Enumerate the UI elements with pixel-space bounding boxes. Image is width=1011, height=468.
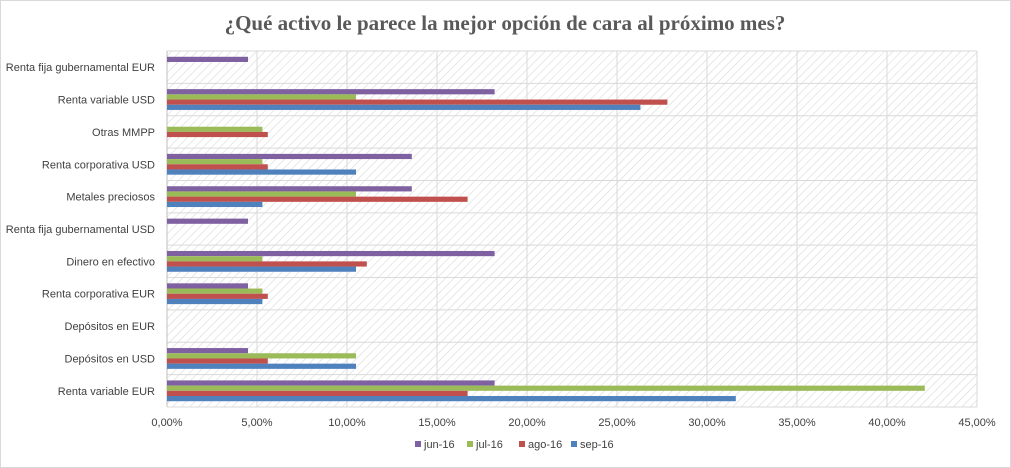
bar-sep-16 [167, 201, 263, 208]
bar-ago-16 [167, 358, 268, 364]
category-label: Metales preciosos [66, 192, 155, 204]
legend-label-ago-16: ago-16 [528, 439, 562, 451]
bar-sep-16 [167, 104, 641, 110]
category-label: Otras MMPP [92, 127, 155, 139]
bar-jun-16 [167, 56, 248, 62]
bar-sep-16 [167, 169, 356, 175]
category-label: Dinero en efectivo [66, 256, 155, 268]
x-tick-label: 0,00% [151, 417, 182, 429]
legend-swatch-jun-16 [415, 441, 421, 447]
category-label: Renta corporativa EUR [42, 289, 155, 301]
legend-label-jul-16: jul-16 [475, 439, 503, 451]
bar-sep-16 [167, 396, 736, 402]
x-tick-label: 25,00% [598, 417, 636, 429]
x-tick-label: 5,00% [241, 417, 272, 429]
x-tick-label: 10,00% [328, 417, 366, 429]
x-tick-label: 20,00% [508, 417, 546, 429]
bar-ago-16 [167, 164, 268, 170]
bar-jul-16 [167, 288, 263, 294]
category-label: Renta fija gubernamental EUR [6, 62, 155, 74]
bar-jul-16 [167, 94, 356, 100]
bar-sep-16 [167, 298, 263, 305]
x-tick-label: 35,00% [778, 417, 816, 429]
bar-jul-16 [167, 191, 356, 197]
bar-ago-16 [167, 261, 367, 267]
category-label: Renta corporativa USD [42, 159, 155, 171]
plot-area [167, 51, 977, 407]
chart-title: ¿Qué activo le parece la mejor opción de… [225, 11, 786, 35]
x-tick-label: 30,00% [688, 417, 726, 429]
bar-jun-16 [167, 348, 248, 354]
x-tick-label: 45,00% [958, 417, 996, 429]
bar-jun-16 [167, 218, 248, 224]
bar-jul-16 [167, 159, 263, 165]
legend-swatch-jul-16 [467, 441, 473, 447]
bar-jun-16 [167, 186, 412, 192]
bar-jul-16 [167, 353, 356, 359]
category-label: Depósitos en USD [65, 353, 156, 365]
bar-ago-16 [167, 196, 468, 202]
bar-jun-16 [167, 153, 412, 160]
bar-ago-16 [167, 390, 468, 397]
bar-jul-16 [167, 126, 263, 132]
category-label: Depósitos en EUR [65, 321, 156, 333]
bar-ago-16 [167, 99, 668, 105]
bar-jun-16 [167, 283, 248, 289]
legend-swatch-sep-16 [571, 441, 577, 447]
bar-jun-16 [167, 250, 495, 257]
bar-ago-16 [167, 293, 268, 299]
legend-label-sep-16: sep-16 [580, 439, 614, 451]
bar-ago-16 [167, 131, 268, 138]
bar-sep-16 [167, 266, 356, 272]
bar-jul-16 [167, 256, 263, 262]
x-tick-label: 40,00% [868, 417, 906, 429]
category-label: Renta variable USD [58, 95, 155, 107]
bar-jul-16 [167, 385, 925, 391]
category-label: Renta fija gubernamental USD [6, 224, 155, 236]
bar-jun-16 [167, 89, 495, 95]
bar-jun-16 [167, 380, 495, 386]
category-label: Renta variable EUR [58, 386, 155, 398]
legend-label-jun-16: jun-16 [423, 439, 455, 451]
legend-swatch-ago-16 [519, 441, 525, 447]
x-tick-label: 15,00% [418, 417, 456, 429]
bar-sep-16 [167, 363, 356, 369]
